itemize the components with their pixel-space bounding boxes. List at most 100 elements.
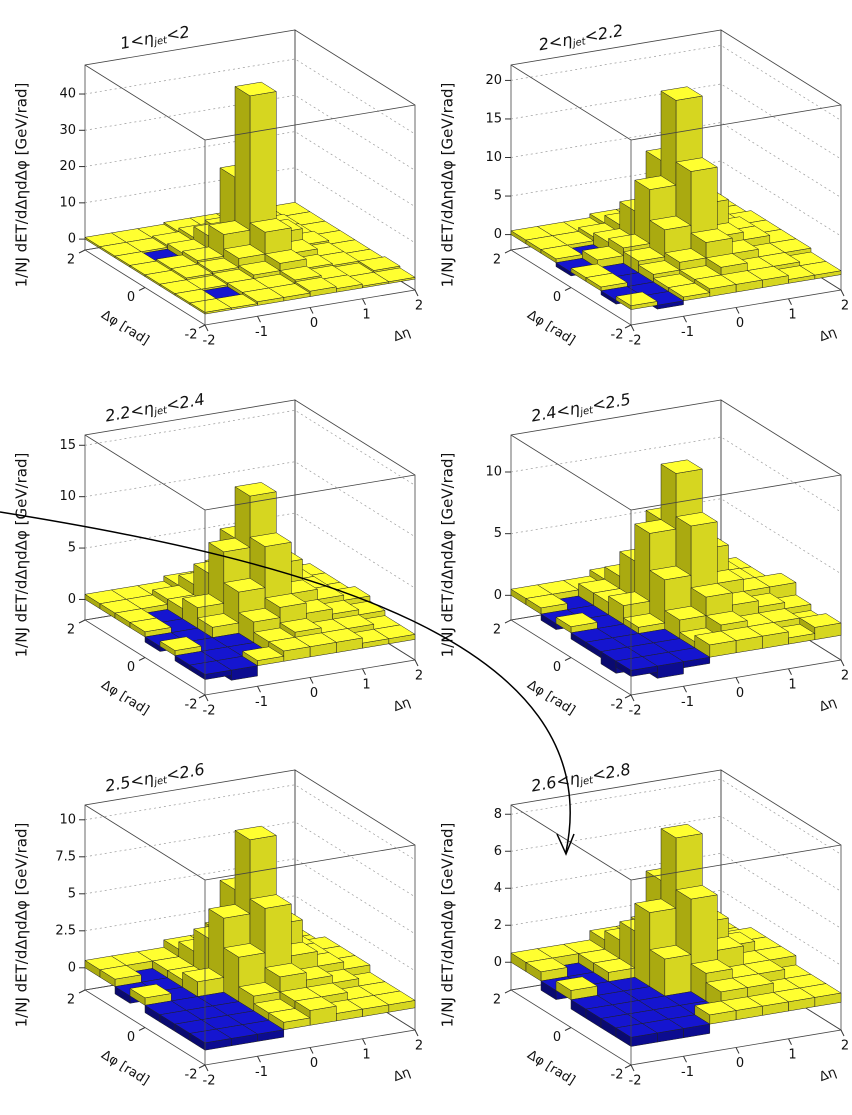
bar-top [690,583,733,598]
y-tick-label: -2 [611,698,624,713]
x-tick-label: 1 [362,1047,370,1062]
y-tick [138,1027,146,1031]
bar-top [189,660,232,675]
z-tick-label: 0 [68,960,76,975]
annotation-arrow [0,511,571,853]
bar-top [208,220,251,235]
bar-top [358,256,401,271]
bar [637,260,681,283]
bar [268,1008,311,1031]
grid-line [84,461,416,537]
y-tick [624,324,632,329]
z-tick-label: 8 [494,807,502,822]
grid-line [510,122,842,198]
grid-line [84,131,416,207]
x-tick-label: -1 [255,1065,268,1080]
y-tick [504,249,512,254]
x-tick-label: 1 [362,677,370,692]
x-tick [735,1047,740,1054]
z-axis-label: 1/NJ dET/dΔηdΔφ [GeV/rad] [13,823,31,1028]
bar-top [223,578,266,593]
box-edge [630,474,842,511]
x-tick-label: 1 [362,307,370,322]
bar-top [99,965,142,980]
x-axis-label: Δη [391,695,412,715]
bar-top [649,215,692,231]
bar [622,613,666,634]
grid-line [84,895,416,972]
x-axis-label: Δη [817,1065,838,1085]
bar-top [592,958,636,973]
y-tick [78,249,86,254]
bar-top [675,157,718,172]
x-tick [362,668,366,675]
x-tick-label: -2 [203,334,216,349]
bar-top [615,291,658,306]
x-tick-label: 2 [841,669,849,684]
grid-line [84,821,416,898]
grid-line [84,94,416,171]
bar [181,967,225,998]
x-tick [630,324,635,332]
x-tick [840,659,845,667]
bar [555,976,598,1001]
x-tick-label: -1 [681,695,694,710]
bar-top [279,265,322,281]
z-tick-label: 5 [68,886,76,901]
bar-top [705,253,748,268]
bar-top [540,244,583,260]
bar-top [705,610,748,626]
bar-top [660,823,703,839]
x-tick-label: 0 [310,686,318,701]
y-tick [564,1027,572,1031]
bar [525,957,568,982]
bar-top [181,246,225,261]
bar-top [675,885,718,900]
x-tick-label: 0 [736,316,744,331]
x-tick-label: 0 [310,316,318,331]
bar-top [189,298,232,313]
x-axis-label: Δη [817,695,838,715]
bar-top [705,977,748,993]
x-tick-label: -2 [629,704,642,719]
bar-top [675,512,718,527]
box-edge [630,844,842,881]
bar-top [129,617,172,633]
y-tick-label: 2 [67,993,75,1008]
bar-top [279,618,322,633]
grid-line [84,858,416,935]
bar-top [208,904,251,919]
y-tick-label: -2 [185,698,198,713]
y-tick-label: 0 [127,290,135,305]
grid-line [510,45,842,121]
x-axis-label: Δη [817,325,838,345]
y-tick-label: 2 [67,253,75,268]
x-tick [257,316,261,323]
z-axis-label: 1/NJ dET/dΔηdΔφ [GeV/rad] [439,83,457,288]
y-tick-label: 2 [493,623,501,638]
z-tick-label: 10 [59,812,76,827]
y-tick-label: -2 [611,328,624,343]
x-tick [683,1056,687,1063]
bar-top [694,630,737,646]
bar-top [238,260,281,276]
bar-top [264,962,307,978]
bar-top [268,637,311,652]
z-tick-label: 0 [494,955,502,970]
x-tick [204,324,209,332]
bar-top [694,274,737,290]
bar [694,1000,737,1025]
x-tick-label: 1 [788,307,796,322]
x-tick-label: 0 [736,1056,744,1071]
bar-top [555,612,598,627]
box-edge [204,104,416,141]
x-tick [414,289,419,297]
bar-top [615,1023,658,1038]
bar-top [208,537,251,553]
bar [525,593,568,615]
grid-line [510,160,842,237]
bar-top [581,246,625,261]
box-edge [204,844,416,881]
